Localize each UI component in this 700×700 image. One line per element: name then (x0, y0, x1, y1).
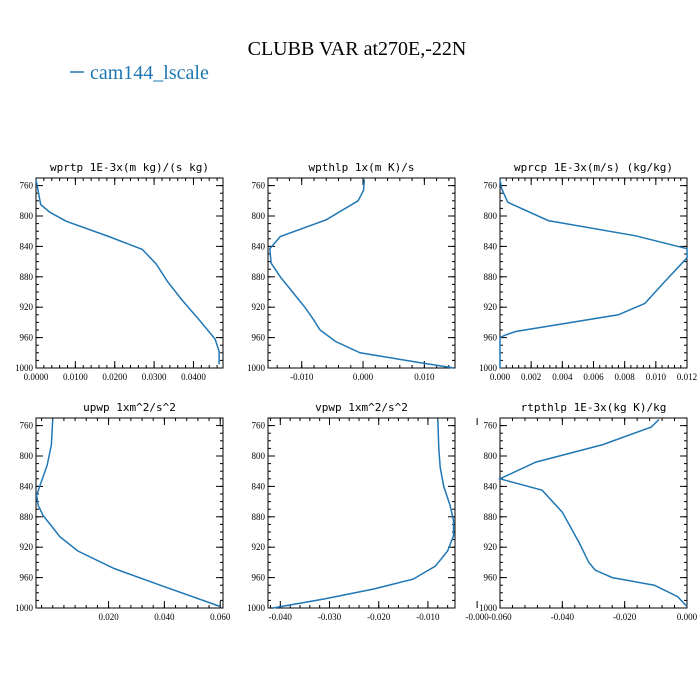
y-tick-label: 920 (252, 542, 266, 552)
y-tick-label: 880 (20, 512, 34, 522)
plot-frame (35, 177, 224, 369)
y-tick-label: 800 (252, 211, 266, 221)
y-tick-label: 880 (20, 272, 34, 282)
subplots-grid: wprtp 1E-3x(m kg)/(s kg) 0.0000 0.0100 0.02… (15, 161, 698, 622)
y-tick-label: 760 (252, 421, 266, 431)
plot-frame (267, 417, 456, 609)
y-tick-label: 840 (20, 241, 34, 251)
y-tick-label: 1000 (479, 363, 498, 373)
y-tick-label: 880 (484, 272, 498, 282)
x-tick-label: 0.000 (677, 612, 698, 622)
y-tick-label: 960 (252, 333, 266, 343)
x-tick-label: -0.010 (416, 612, 440, 622)
x-tick-label: 0.0300 (142, 372, 167, 382)
y-tick-label: 800 (484, 211, 498, 221)
subplot-title: upwp 1xm^2/s^2 (83, 401, 176, 414)
series-line (499, 179, 688, 368)
subplot-3: wprcp 1E-3x(m/s) (kg/kg) 0.000 0.002 0.004 0… (479, 161, 697, 382)
x-tick-label: 0.060 (210, 612, 231, 622)
x-tick-label: 0.004 (552, 372, 573, 382)
x-tick-label: 0.0400 (181, 372, 206, 382)
y-tick-label: 920 (484, 542, 498, 552)
y-tick-label: 800 (252, 451, 266, 461)
legend-label: cam144_lscale (90, 62, 209, 84)
x-tick-label: 0.008 (615, 372, 636, 382)
y-tick-label: 880 (252, 512, 266, 522)
x-tick-label: -0.020 (367, 612, 391, 622)
series-line (497, 418, 688, 608)
x-tick-label: -0.030 (318, 612, 342, 622)
plot-frame (499, 417, 688, 609)
x-tick-label: 0.0000 (24, 372, 49, 382)
y-tick-label: 760 (20, 421, 34, 431)
x-tick-label: 0.0200 (102, 372, 127, 382)
y-tick-label: 1000 (15, 363, 34, 373)
subplot-6: rtpthlp 1E-3x(kg K)/kg -0.060 -0.040 -0.020… (479, 401, 698, 622)
subplot-5: vpwp 1xm^2/s^2 -0.040 -0.030 -0.020 -0.010 -0… (247, 401, 489, 622)
plot-frame (499, 177, 688, 369)
y-tick-label: 800 (20, 451, 34, 461)
x-tick-label: -0.040 (551, 612, 575, 622)
y-tick-label: 800 (20, 211, 34, 221)
y-tick-label: 760 (484, 421, 498, 431)
y-tick-label: 960 (20, 333, 34, 343)
x-tick-label: 0.010 (646, 372, 667, 382)
y-tick-label: 1000 (247, 603, 266, 613)
series-line (269, 179, 454, 369)
x-tick-label: 0.000 (490, 372, 511, 382)
y-tick-label: 960 (484, 333, 498, 343)
y-tick-label: 960 (20, 573, 34, 583)
y-tick-label: 760 (20, 181, 34, 191)
y-tick-label: 840 (20, 481, 34, 491)
y-tick-label: 880 (252, 272, 266, 282)
x-tick-label: 0.000 (353, 372, 374, 382)
series-line (35, 419, 221, 608)
y-tick-label: 1000 (247, 363, 266, 373)
y-tick-label: 920 (252, 302, 266, 312)
y-tick-label: 840 (484, 481, 498, 491)
subplot-2: wpthlp 1x(m K)/s -0.010 0.000 0.010 760 800 84… (247, 161, 456, 382)
subplot-title: wprtp 1E-3x(m kg)/(s kg) (50, 161, 209, 174)
y-tick-label: 760 (252, 181, 266, 191)
series-line (35, 179, 220, 365)
subplot-title: wprcp 1E-3x(m/s) (kg/kg) (514, 161, 673, 174)
y-tick-label: 840 (484, 241, 498, 251)
figure-title: CLUBB VAR at270E,-22N (248, 38, 467, 60)
y-tick-label: 1000 (479, 603, 498, 613)
x-tick-label: 0.0100 (63, 372, 88, 382)
y-tick-label: 960 (484, 573, 498, 583)
y-tick-label: 840 (252, 241, 266, 251)
series-line (272, 419, 455, 609)
subplot-1: wprtp 1E-3x(m kg)/(s kg) 0.0000 0.0100 0.02… (15, 161, 224, 382)
y-tick-label: 920 (484, 302, 498, 312)
y-tick-label: 960 (252, 573, 266, 583)
subplot-title: wpthlp 1x(m K)/s (309, 161, 415, 174)
y-tick-label: 840 (252, 481, 266, 491)
plot-frame (267, 177, 456, 369)
subplot-4: upwp 1xm^2/s^2 0.020 0.040 0.060 760 800 840 88… (15, 401, 231, 622)
y-tick-label: 760 (484, 181, 498, 191)
subplot-title: rtpthlp 1E-3x(kg K)/kg (521, 401, 667, 414)
legend: cam144_lscale (70, 62, 209, 84)
subplot-title: vpwp 1xm^2/s^2 (315, 401, 408, 414)
x-tick-label: -0.060 (488, 612, 512, 622)
x-tick-label: 0.006 (583, 372, 604, 382)
x-tick-label: -0.000 (466, 612, 490, 622)
x-tick-label: 0.040 (154, 612, 175, 622)
x-tick-label: -0.020 (613, 612, 637, 622)
x-tick-label: 0.002 (521, 372, 541, 382)
y-tick-label: 920 (20, 302, 34, 312)
y-tick-label: 1000 (15, 603, 34, 613)
x-tick-label: 0.010 (414, 372, 435, 382)
plot-frame (35, 417, 224, 609)
y-tick-label: 880 (484, 512, 498, 522)
x-tick-label: -0.010 (290, 372, 314, 382)
x-tick-label: -0.040 (269, 612, 293, 622)
x-tick-label: 0.012 (677, 372, 697, 382)
y-tick-label: 800 (484, 451, 498, 461)
x-tick-label: 0.020 (98, 612, 119, 622)
y-tick-label: 920 (20, 542, 34, 552)
